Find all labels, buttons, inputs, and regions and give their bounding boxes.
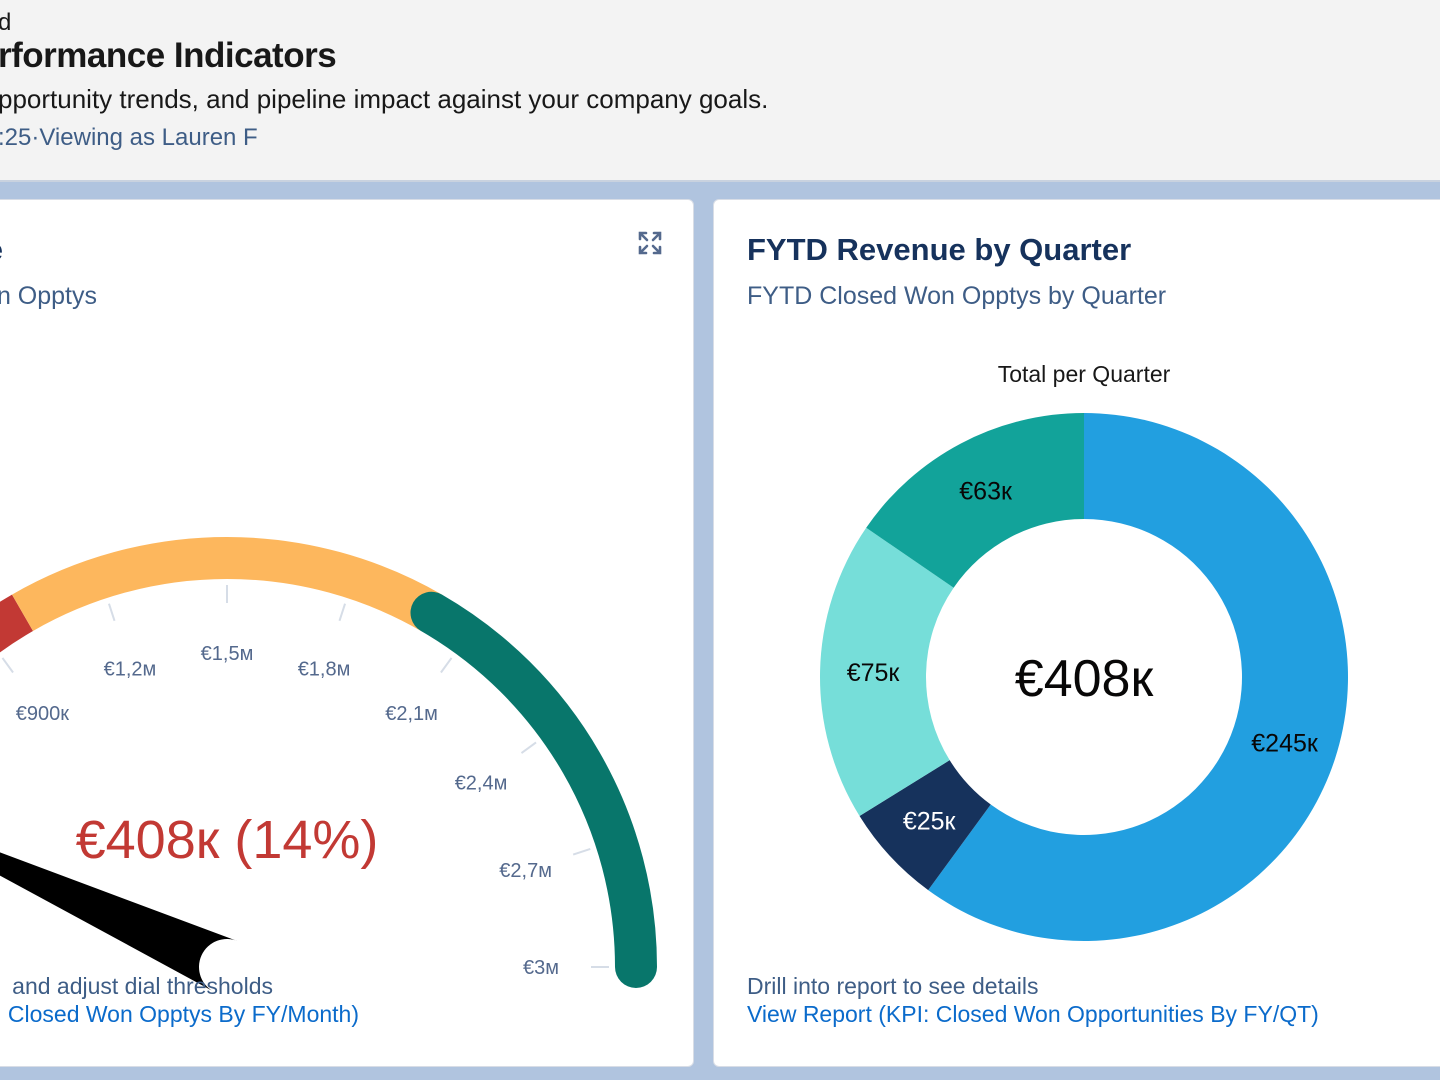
gauge-band-2 bbox=[410, 591, 657, 988]
gauge-tick bbox=[1, 657, 14, 674]
donut-chart-title: Total per Quarter bbox=[998, 361, 1171, 387]
gauge-value-label: €408к (14%) bbox=[76, 810, 379, 870]
page-title: rformance Indicators bbox=[0, 36, 337, 75]
donut-footer-text: Drill into report to see details bbox=[747, 973, 1039, 999]
gauge-view-report-link[interactable]: Closed Won Opptys By FY/Month) bbox=[7, 1001, 359, 1027]
donut-chart[interactable]: Total per Quarter €245к €25к €75к €63к €408к bbox=[714, 200, 1440, 1067]
gauge-card-title: e bbox=[0, 232, 3, 268]
donut-center-total: €408к bbox=[1015, 650, 1154, 708]
gauge-card: к€900к€1,2м€1,5м€1,8м€2,1м€2,4м€2,7м€3м€… bbox=[0, 199, 694, 1067]
donut-card-title: FYTD Revenue by Quarter bbox=[747, 232, 1132, 267]
gauge-tick bbox=[520, 741, 537, 754]
gauge-band-0 bbox=[0, 594, 34, 653]
gauge-tick-label: €2,7м bbox=[499, 860, 552, 882]
gauge-needle bbox=[0, 852, 239, 993]
gauge-tick-label: €1,2м bbox=[104, 658, 157, 680]
gauge-tick-label: €1,5м bbox=[201, 643, 254, 665]
gauge-chart[interactable]: к€900к€1,2м€1,5м€1,8м€2,1м€2,4м€2,7м€3м€… bbox=[0, 200, 694, 1067]
gauge-card-subtitle: n Opptys bbox=[0, 282, 97, 310]
gauge-tick bbox=[440, 657, 453, 674]
gauge-tick-label: €900к bbox=[16, 703, 69, 725]
donut-view-report-link[interactable]: View Report (KPI: Closed Won Opportuniti… bbox=[747, 1001, 1319, 1027]
donut-slice-label: €245к bbox=[1251, 730, 1319, 758]
expand-icon[interactable] bbox=[637, 230, 663, 256]
gauge-band-1 bbox=[12, 537, 442, 631]
gauge-tick bbox=[108, 603, 116, 622]
donut-slice-0[interactable] bbox=[928, 413, 1348, 941]
gauge-tick bbox=[572, 848, 591, 856]
gauge-tick-label: €3м bbox=[523, 957, 559, 979]
donut-slice-label: €75к bbox=[847, 659, 901, 687]
gauge-tick-label: €1,8м bbox=[298, 658, 351, 680]
page-description: pportunity trends, and pipeline impact a… bbox=[0, 84, 769, 114]
donut-slice-2[interactable] bbox=[820, 527, 954, 816]
gauge-footer-text: and adjust dial thresholds bbox=[12, 973, 273, 999]
refresh-meta: :25·Viewing as Lauren F bbox=[0, 124, 258, 151]
donut-card-subtitle: FYTD Closed Won Opptys by Quarter bbox=[747, 282, 1167, 310]
gauge-tick bbox=[338, 603, 346, 622]
donut-card: Total per Quarter €245к €25к €75к €63к €408к … bbox=[713, 199, 1440, 1067]
gauge-tick-label: €2,1м bbox=[385, 703, 438, 725]
donut-slice-label: €25к bbox=[903, 807, 957, 835]
donut-slice-1[interactable] bbox=[859, 760, 991, 891]
dashboard-header: d rformance Indicators pportunity trends… bbox=[0, 0, 1440, 182]
donut-slice-label: €63к bbox=[959, 477, 1013, 505]
gauge-tick-label: €2,4м bbox=[455, 772, 508, 794]
breadcrumb: d bbox=[0, 9, 12, 36]
donut-slice-3[interactable] bbox=[866, 413, 1084, 588]
